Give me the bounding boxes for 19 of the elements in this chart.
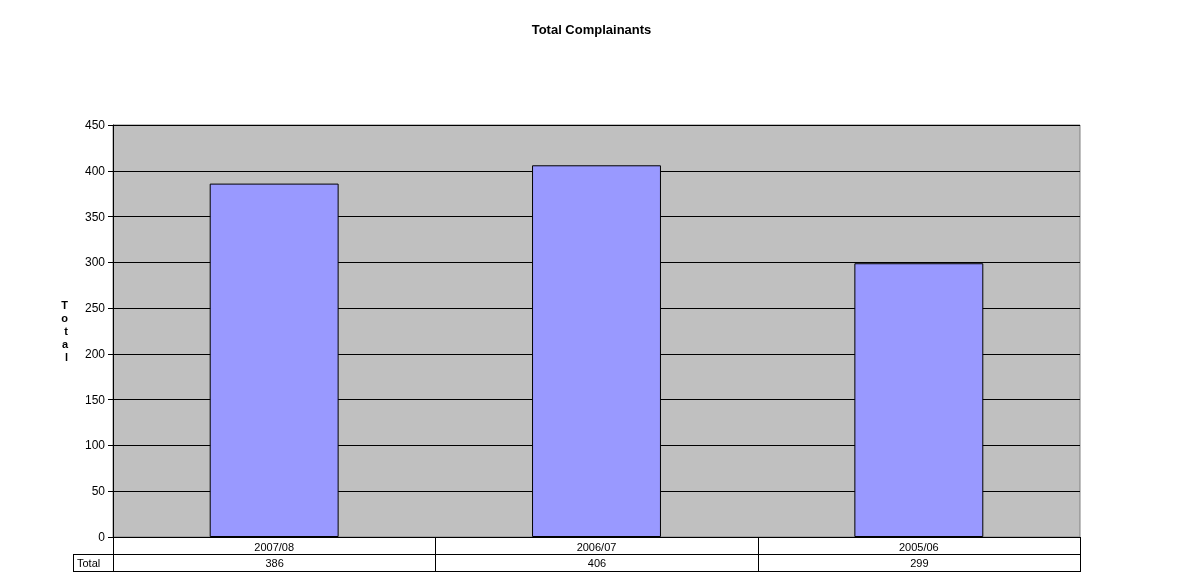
chart-title: Total Complainants: [531, 22, 652, 37]
y-tick-label: 400: [84, 163, 106, 178]
text: Total: [73, 554, 114, 572]
y-tick-label: 350: [84, 209, 106, 224]
y-tick-label: 150: [84, 392, 106, 407]
y-tick-label: 450: [84, 118, 106, 132]
y-axis-title: Total: [61, 299, 69, 363]
x-tick-label: 2007/08: [254, 540, 295, 553]
y-tick-label: 300: [84, 255, 106, 270]
x-tick-label: 2005/06: [898, 540, 939, 553]
y-tick-label: 200: [84, 346, 106, 361]
data-label: 299: [757, 554, 1081, 572]
x-tick-label: 2006/07: [576, 540, 617, 553]
y-tick-label: 250: [84, 301, 106, 316]
y-tick-label: 0: [98, 530, 106, 544]
data-label: 386: [113, 554, 437, 572]
y-tick-label: 50: [91, 484, 106, 499]
data-label: 406: [435, 554, 759, 572]
y-tick-label: 100: [84, 438, 106, 453]
